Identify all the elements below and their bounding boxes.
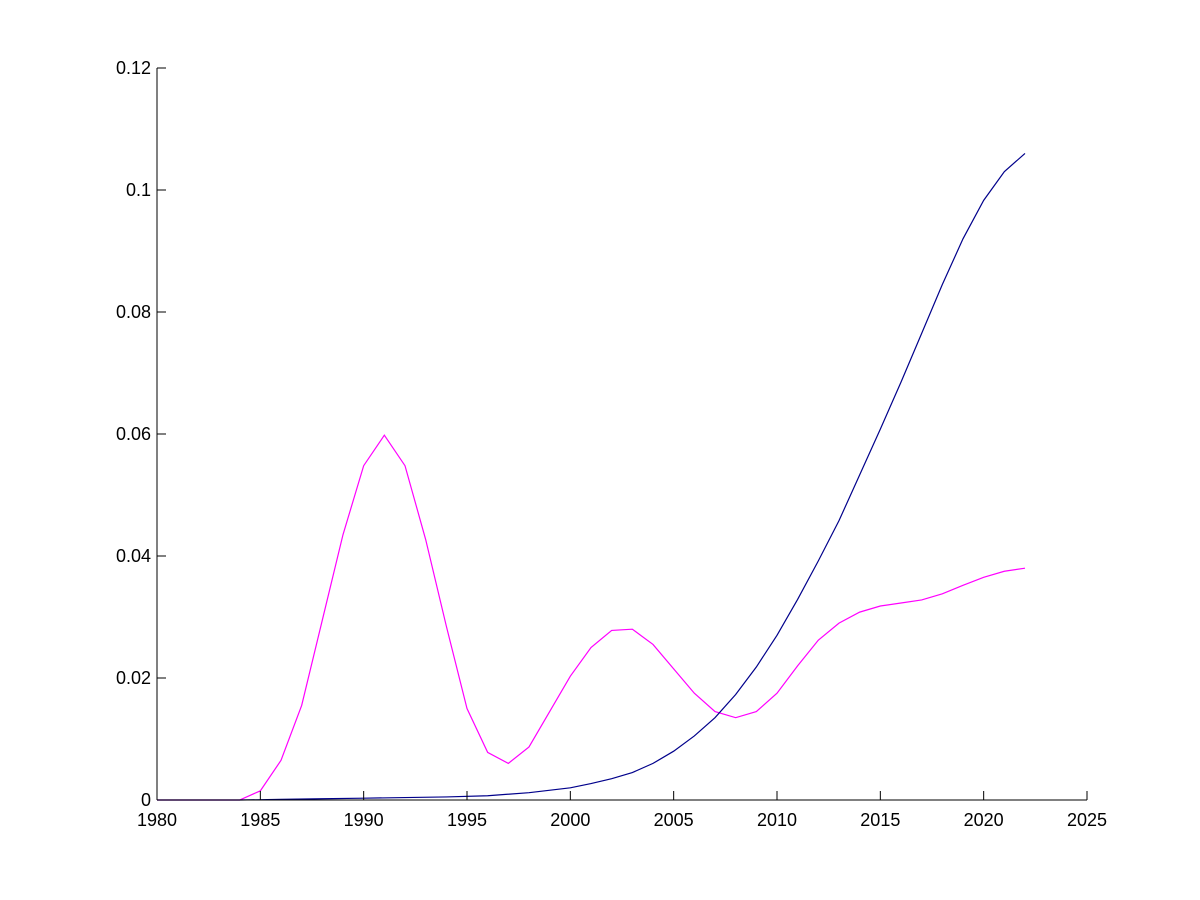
series-line-1 [157, 434, 1026, 801]
y-tick-label: 0 [141, 790, 151, 810]
y-tick-label: 0.12 [116, 58, 151, 78]
x-tick-label: 2005 [654, 810, 694, 830]
y-tick-label: 0.1 [126, 180, 151, 200]
y-tick-label: 0.08 [116, 302, 151, 322]
y-tick-label: 0.04 [116, 546, 151, 566]
x-tick-label: 2025 [1067, 810, 1107, 830]
axes-layer: 1980 1985 1990 1995 2000 2005 2010 2015 2020 2025… [116, 58, 1107, 830]
x-tick-label: 2000 [550, 810, 590, 830]
x-tick-label: 1980 [137, 810, 177, 830]
series-line-2 [157, 152, 1026, 801]
x-tick-label: 1995 [447, 810, 487, 830]
x-tick-label: 2015 [860, 810, 900, 830]
y-tick-label: 0.06 [116, 424, 151, 444]
x-tick-label: 1990 [344, 810, 384, 830]
x-tick-label: 2020 [964, 810, 1004, 830]
x-tick-label: 2010 [757, 810, 797, 830]
x-tick-label: 1985 [240, 810, 280, 830]
series-layer [157, 152, 1026, 801]
y-tick-label: 0.02 [116, 668, 151, 688]
